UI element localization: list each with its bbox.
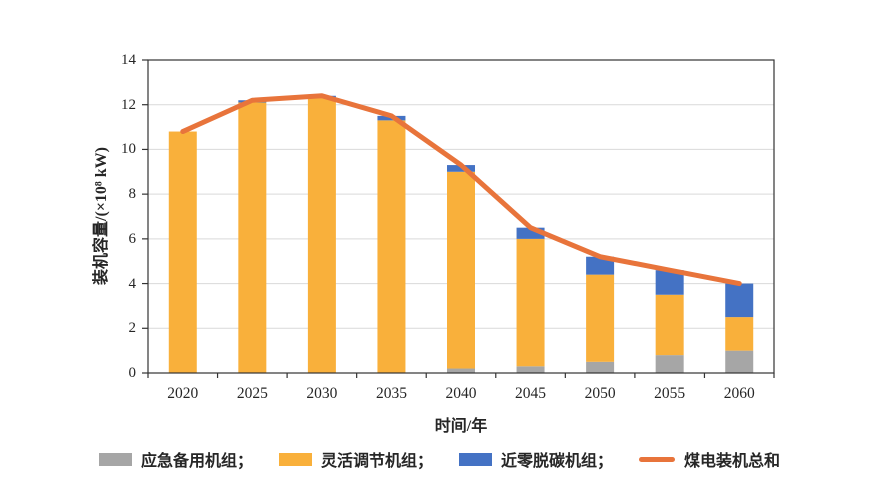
legend-item: 煤电装机总和 [639,447,780,471]
y-tick-label: 8 [128,186,137,203]
bar-segment [586,256,615,275]
legend: 应急备用机组； 灵活调节机组； 近零脱碳机组； 煤电装机总和 [0,447,879,471]
bar-segment [586,361,615,373]
y-tick-label: 12 [121,96,136,113]
legend-label: 灵活调节机组； [320,453,433,470]
legend-item: 应急备用机组； [98,447,253,471]
legend-label: 近零脱碳机组； [501,453,614,470]
x-axis-title: 时间/年 [434,418,488,435]
legend-line-swatch [639,456,676,462]
legend-color-swatch [278,452,312,466]
total-line [180,93,742,287]
bar-segment [516,366,545,373]
y-tick-label: 0 [128,365,137,381]
legend-label: 煤电装机总和 [684,453,781,470]
legend-color-swatch [459,452,492,466]
legend-color-swatch [98,452,132,466]
x-tick-label: 2060 [723,385,755,402]
legend-item: 灵活调节机组； [278,447,433,471]
y-axis-title: 装机容量/(×10⁸ kW) [93,147,110,285]
y-tick-label: 14 [121,52,136,68]
plot-border [147,59,775,374]
x-tick-label: 2050 [584,385,616,402]
bar-segment [655,294,684,356]
y-tick-label: 10 [121,141,136,158]
bar-segment [238,102,267,373]
x-tick-label: 2030 [306,385,338,402]
x-tick-label: 2045 [515,385,547,402]
x-tick-label: 2055 [654,385,686,402]
legend-label: 应急备用机组； [140,453,253,470]
bar-segment [516,227,545,239]
legend-item: 近零脱碳机组； [459,447,613,471]
bar-segment [447,171,475,369]
x-tick-label: 2040 [445,385,477,402]
bar-segment [725,350,754,373]
bar-segment [725,317,754,351]
y-tick-label: 2 [128,320,137,337]
x-tick-label: 2035 [375,385,407,402]
bar-segment [168,131,197,373]
bar-segment [725,283,754,318]
x-tick-label: 2025 [236,385,268,402]
y-tick-label: 6 [128,230,137,247]
bar-segment [307,98,336,373]
bar-segment [516,238,545,367]
bar-segment [586,274,615,362]
x-tick-label: 2020 [167,385,199,402]
bar-segment [377,120,406,373]
y-tick-label: 4 [128,275,137,292]
bar-segment [655,355,684,373]
bar-segment [447,368,475,373]
